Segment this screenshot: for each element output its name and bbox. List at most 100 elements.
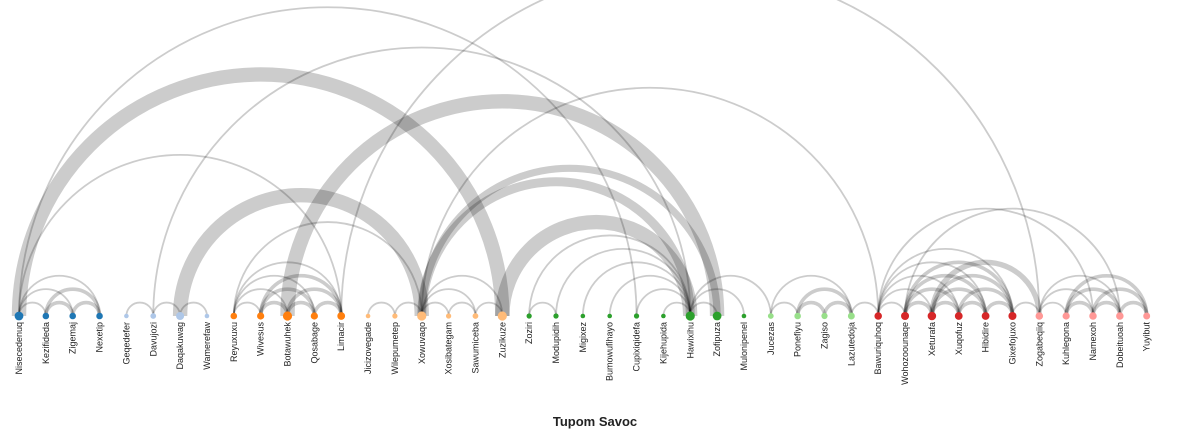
link-arc <box>420 301 450 317</box>
node-dot[interactable] <box>741 313 747 319</box>
link-arc <box>474 301 504 317</box>
node-dot[interactable] <box>150 313 157 319</box>
link-arc <box>1038 301 1068 317</box>
node-dot[interactable] <box>1116 312 1124 320</box>
node-label: Ponefiyu <box>793 322 803 357</box>
link-arc <box>1011 301 1041 317</box>
node-label: Jicizovegade <box>363 322 373 374</box>
node-dot[interactable] <box>445 313 452 319</box>
node-dot[interactable] <box>927 311 937 321</box>
node-dot[interactable] <box>821 312 828 320</box>
node-label: Xeturafa <box>927 322 937 356</box>
node-dot[interactable] <box>1062 312 1070 320</box>
node-label: Bawuriquhoq <box>873 322 883 375</box>
node-dot[interactable] <box>1089 312 1097 320</box>
link-arc <box>662 301 692 317</box>
node-label: Geqedefer <box>121 322 131 365</box>
link-arc <box>285 300 317 317</box>
node-dot[interactable] <box>767 313 774 319</box>
link-arc <box>172 187 429 317</box>
link-arc <box>18 301 47 317</box>
link-arc <box>903 300 934 317</box>
node-dot[interactable] <box>282 311 293 321</box>
link-arc <box>312 300 343 317</box>
link-arc <box>877 288 933 317</box>
node-dot[interactable] <box>981 312 990 320</box>
node-dot[interactable] <box>1035 312 1044 320</box>
link-arc <box>232 274 316 317</box>
node-dot[interactable] <box>204 313 210 319</box>
link-arc <box>877 207 1094 317</box>
node-dot[interactable] <box>96 312 103 320</box>
link-arc <box>1064 300 1095 317</box>
node-label: Cupixiqidefa <box>632 322 642 372</box>
node-dot[interactable] <box>365 313 371 319</box>
node-dot[interactable] <box>257 312 265 320</box>
node-label: Zagiso <box>820 322 830 349</box>
node-dot[interactable] <box>337 312 346 320</box>
link-arc <box>18 288 74 317</box>
link-arc <box>956 300 988 317</box>
link-arc <box>258 300 290 317</box>
node-dot[interactable] <box>553 313 559 319</box>
link-arc <box>420 86 880 317</box>
node-label: Wohozoounaqe <box>900 322 910 385</box>
node-dot[interactable] <box>712 311 722 321</box>
link-arc <box>929 259 1042 317</box>
node-label: Wivesus <box>256 322 266 357</box>
node-label: Zofipuza <box>712 322 722 357</box>
node-label: Jucezas <box>766 322 776 356</box>
node-label: Qosabage <box>309 322 319 364</box>
node-dot[interactable] <box>42 312 50 320</box>
link-arc <box>608 274 692 317</box>
link-arc <box>18 6 638 317</box>
node-dot[interactable] <box>794 312 801 320</box>
link-arc <box>689 274 772 317</box>
node-label: Wamerefaw <box>202 322 212 370</box>
node-dot[interactable] <box>176 311 185 321</box>
node-dot[interactable] <box>69 312 76 320</box>
link-arc <box>417 177 695 317</box>
node-dot[interactable] <box>580 313 586 319</box>
node-dot[interactable] <box>901 311 910 321</box>
node-dot[interactable] <box>310 312 318 320</box>
node-dot[interactable] <box>607 313 612 319</box>
node-dot[interactable] <box>1008 311 1017 321</box>
node-label: Kuhlegona <box>1061 322 1071 365</box>
node-dot[interactable] <box>874 312 882 320</box>
node-dot[interactable] <box>954 312 963 320</box>
link-arc <box>555 248 692 317</box>
link-arc <box>232 301 262 317</box>
node-label: Xuqofuz <box>954 322 964 356</box>
node-dot[interactable] <box>472 313 479 319</box>
node-label: Dobeituoah <box>1115 322 1125 368</box>
link-arc <box>983 300 1015 317</box>
node-dot[interactable] <box>230 312 238 320</box>
node-dot[interactable] <box>847 312 855 320</box>
node-label: Gixefojuxo <box>1007 322 1017 365</box>
link-arc <box>930 273 1015 317</box>
link-arc <box>18 154 343 317</box>
link-arc <box>1064 273 1149 317</box>
link-arc <box>125 301 155 317</box>
link-arc <box>11 67 510 317</box>
node-dot[interactable] <box>1143 312 1151 320</box>
node-label: Modupidih <box>551 322 561 364</box>
node-dot[interactable] <box>392 313 398 319</box>
link-arc <box>769 301 799 317</box>
node-label: Limacir <box>336 322 346 351</box>
node-label: Xowuvaqo <box>417 322 427 364</box>
node-dot[interactable] <box>124 313 129 319</box>
node-dot[interactable] <box>685 311 695 321</box>
links-layer <box>11 0 1149 317</box>
node-dot[interactable] <box>14 311 24 321</box>
node-dot[interactable] <box>497 311 507 321</box>
link-arc <box>232 221 423 317</box>
node-dot[interactable] <box>417 311 427 321</box>
link-arc <box>528 234 692 317</box>
node-label: Zoziri <box>524 322 534 344</box>
node-label: Yuyibut <box>1142 322 1152 352</box>
node-dot[interactable] <box>661 313 666 319</box>
node-dot[interactable] <box>633 313 640 319</box>
node-dot[interactable] <box>526 313 532 319</box>
